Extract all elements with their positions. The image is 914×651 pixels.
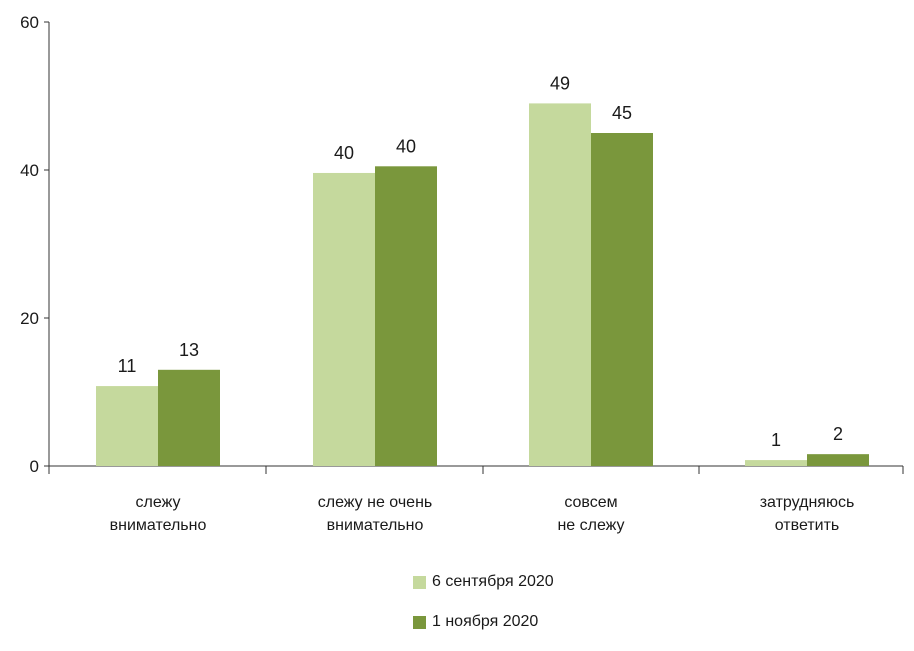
x-tick-label: затрудняюсь xyxy=(760,494,855,511)
y-tick-label: 60 xyxy=(20,13,39,32)
data-label: 40 xyxy=(396,136,416,156)
x-tick-label: ответить xyxy=(775,517,840,534)
data-label: 49 xyxy=(550,73,570,93)
x-tick-label: слежу xyxy=(136,494,181,511)
data-label: 40 xyxy=(334,143,354,163)
data-label: 1 xyxy=(771,430,781,450)
x-tick-label: внимательно xyxy=(110,517,207,534)
legend-swatch-series-1 xyxy=(413,575,426,589)
data-label: 45 xyxy=(612,103,632,123)
labels: 11 40 49 1 13 40 45 2 слежу внимательно слежу не о… xyxy=(110,73,855,534)
bar xyxy=(158,369,220,466)
bar xyxy=(529,103,591,467)
bar xyxy=(745,460,807,466)
data-label: 2 xyxy=(833,424,843,444)
bar xyxy=(96,386,158,466)
y-tick-label: 0 xyxy=(30,457,39,476)
legend-label-series-2: 1 ноября 2020 xyxy=(432,613,539,630)
legend-item-series-2: 1 ноября 2020 xyxy=(413,611,554,633)
x-tick-label: не слежу xyxy=(557,517,624,534)
x-tick-label: совсем xyxy=(564,494,617,511)
x-tick-label: внимательно xyxy=(327,517,424,534)
y-tick-label: 40 xyxy=(20,161,39,180)
legend-item-series-1: 6 сентября 2020 xyxy=(413,571,554,593)
bar xyxy=(313,172,375,466)
bars xyxy=(96,103,869,467)
legend-swatch-series-2 xyxy=(413,615,426,629)
x-tick-label: слежу не очень xyxy=(318,494,433,511)
data-label: 11 xyxy=(118,356,137,376)
legend-label-series-1: 6 сентября 2020 xyxy=(432,573,554,590)
data-label: 13 xyxy=(179,340,199,360)
bar xyxy=(375,166,437,467)
bar xyxy=(591,133,653,466)
bar-chart: 0 20 40 60 11 40 49 1 13 40 45 2 слежу внимательно сл… xyxy=(20,13,904,534)
legend: 6 сентября 2020 1 ноября 2020 xyxy=(413,571,554,651)
bar xyxy=(807,454,869,466)
y-tick-label: 20 xyxy=(20,309,39,328)
